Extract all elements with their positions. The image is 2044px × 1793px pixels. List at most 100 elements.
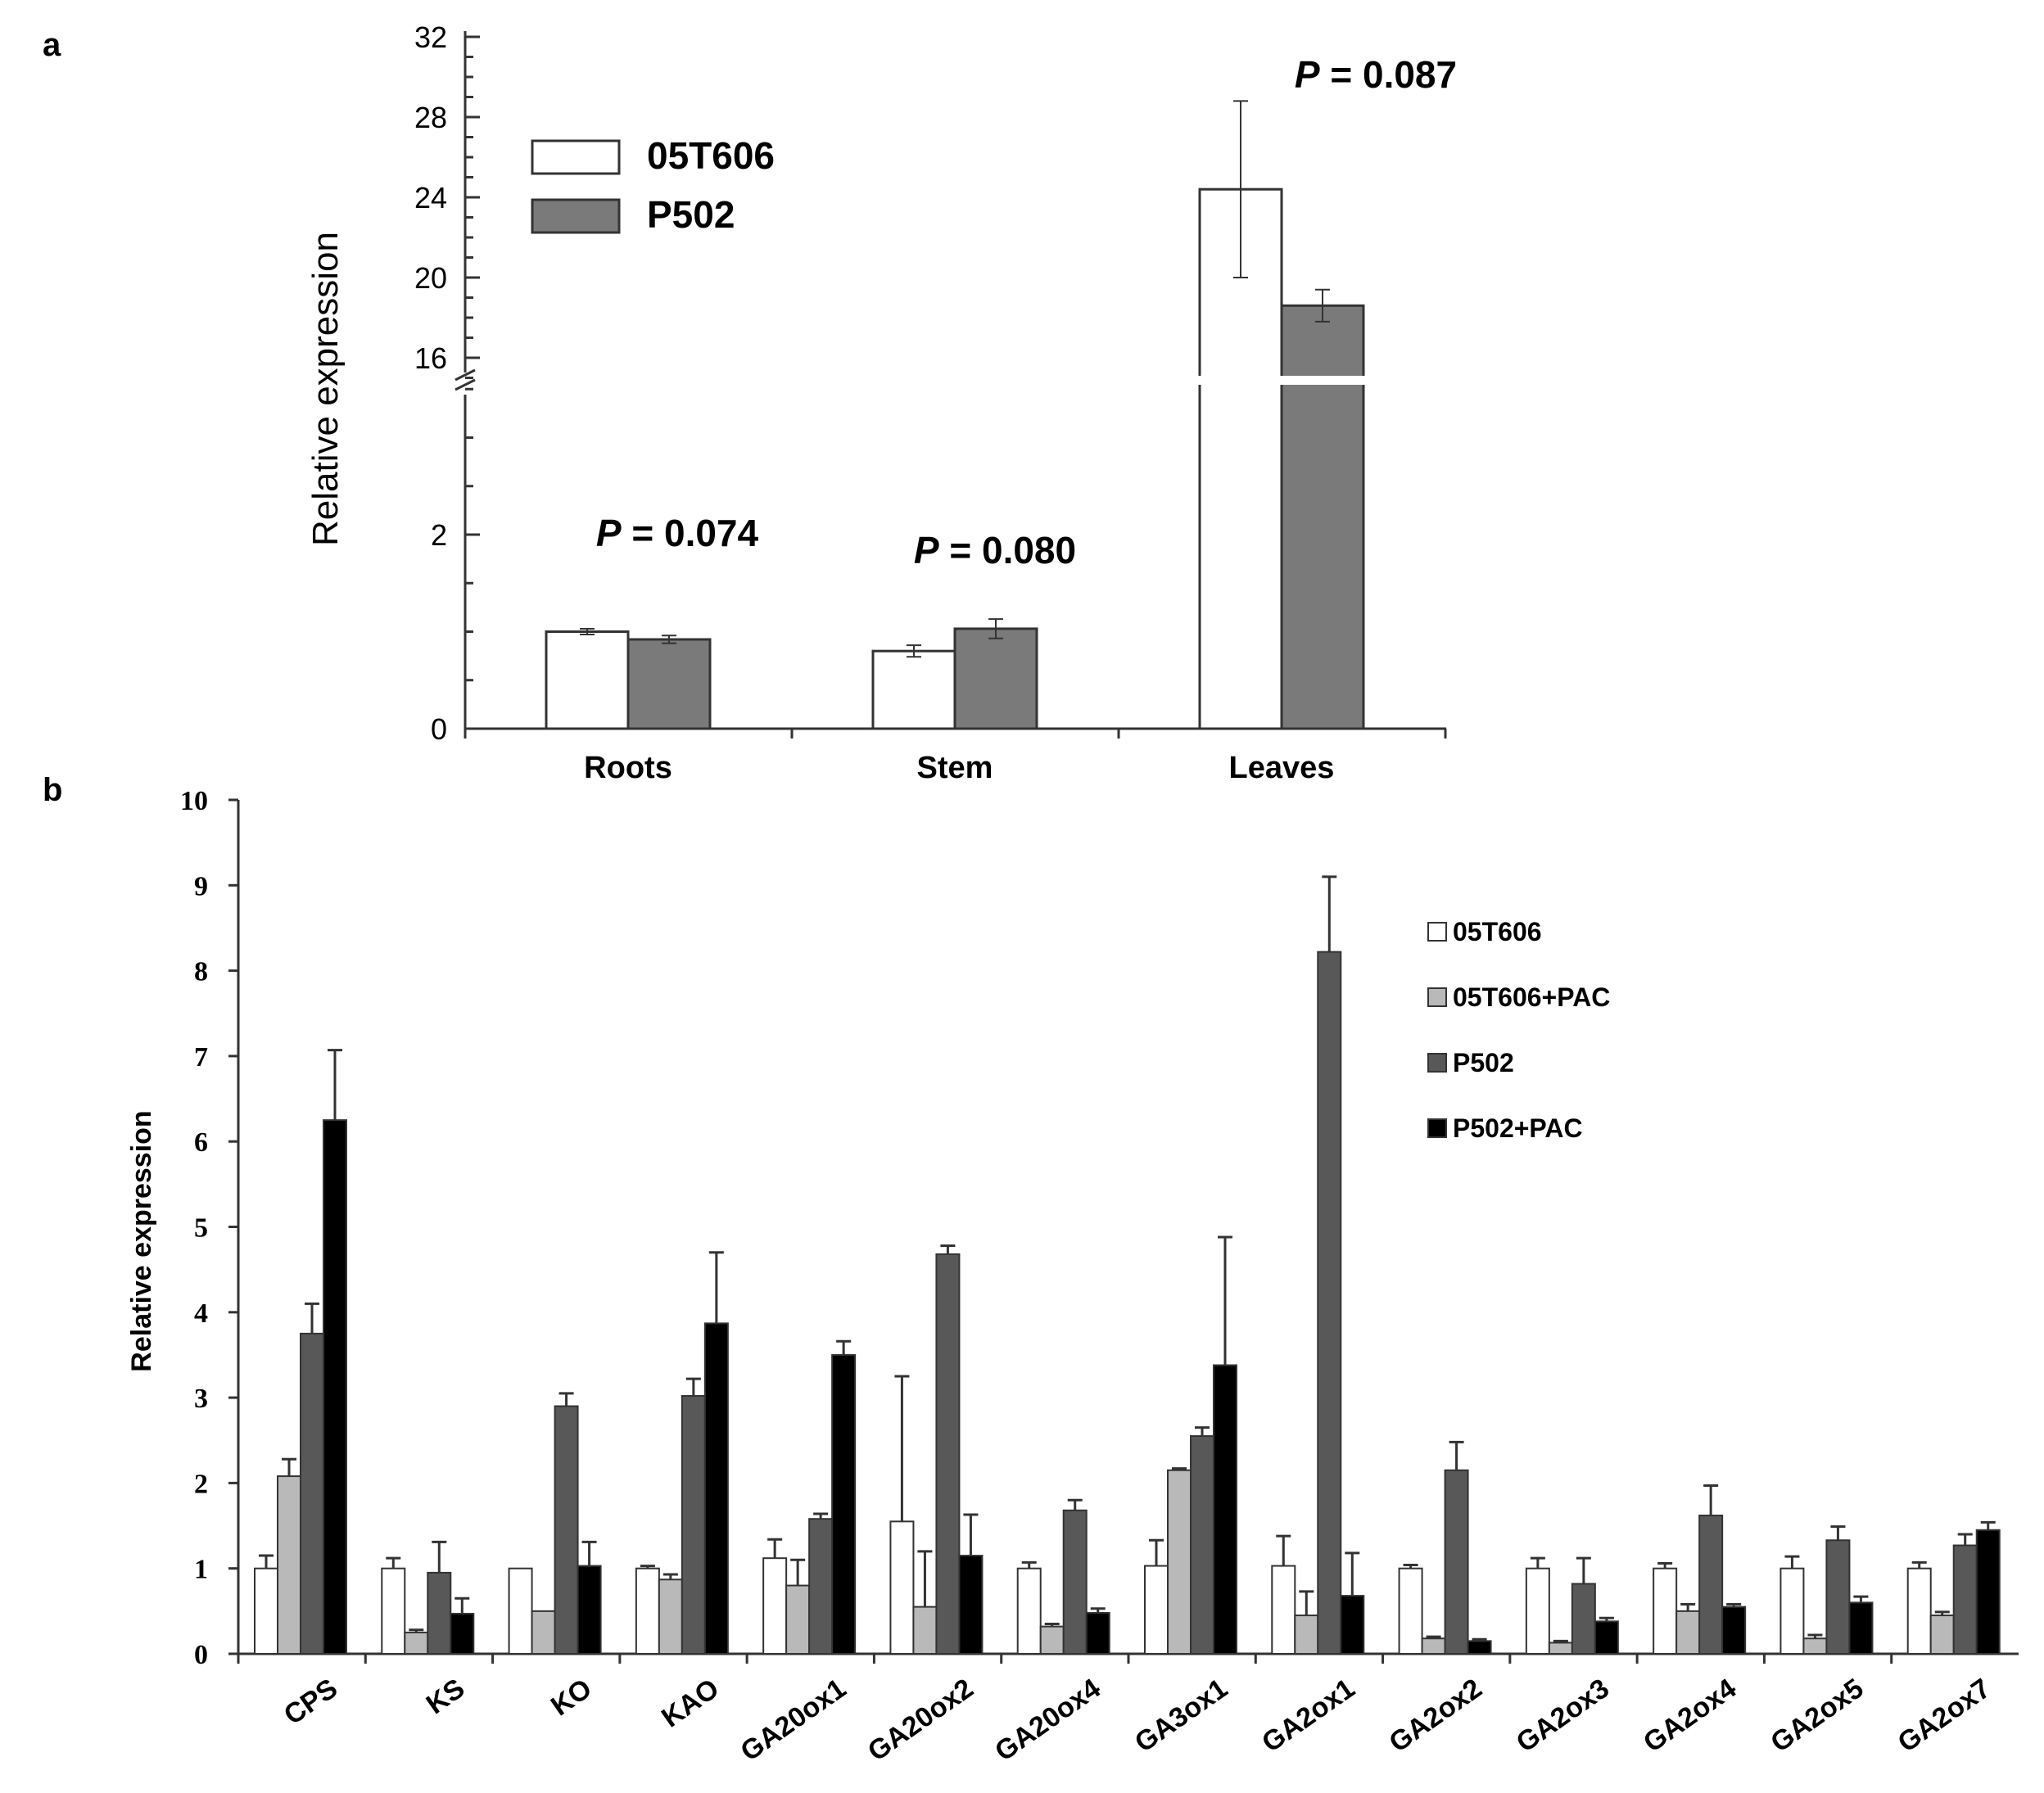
panel-b-bar-05t606-pac xyxy=(531,1610,556,1655)
p-value-italic-p: P xyxy=(914,529,939,571)
panel-b-bar-05t606-pac xyxy=(277,1475,301,1655)
panel-b-bar-05t606 xyxy=(1144,1565,1169,1655)
panel-b-legend-label: 05T606+PAC xyxy=(1453,982,1610,1012)
panel-b-y-axis-label: Relative expression xyxy=(126,1110,157,1371)
panel-b-x-tick-label: GA2ox1 xyxy=(1256,1673,1360,1759)
panel-b-bar-p502 xyxy=(1571,1583,1596,1655)
panel-a-y-tick-label: 16 xyxy=(414,341,447,375)
panel-b-x-tick-label: GA3ox1 xyxy=(1129,1673,1233,1759)
panel-a-y-tick-label: 24 xyxy=(414,181,447,215)
p-value-text: = 0.074 xyxy=(622,512,759,554)
panel-b-bar-p502 xyxy=(1062,1509,1088,1655)
panel-b-bar-05t606-pac xyxy=(1548,1642,1573,1655)
panel-a-y-tick-label: 2 xyxy=(431,518,447,552)
panel-b-bar-05t606 xyxy=(1398,1567,1423,1655)
panel-b-bar-p502 xyxy=(1825,1539,1851,1655)
panel-b-bar-p502-pac xyxy=(958,1555,984,1655)
panel-b-bar-p502 xyxy=(554,1405,579,1655)
panel-b-x-tick-label: KO xyxy=(545,1673,598,1722)
panel-b-label: b xyxy=(43,772,62,808)
panel-b-y-tick-label: 8 xyxy=(194,957,208,987)
panel-a-legend-swatch xyxy=(531,139,621,175)
panel-b-y-tick-label: 5 xyxy=(194,1213,208,1244)
panel-b-bar-05t606-pac xyxy=(658,1578,683,1655)
panel-b-bar-p502-pac xyxy=(1594,1620,1619,1655)
panel-b-legend-label: P502+PAC xyxy=(1453,1113,1583,1143)
panel-b-bar-p502 xyxy=(935,1253,961,1655)
panel-b-bar-05t606 xyxy=(1906,1567,1932,1655)
panel-b-bar-05t606-pac xyxy=(1294,1615,1319,1655)
panel-a-y-axis-label: Relative expression xyxy=(305,232,346,546)
panel-a-p-value-annotation: P = 0.080 xyxy=(914,529,1076,571)
panel-b-x-tick-label: GA2ox3 xyxy=(1511,1673,1615,1759)
panel-b-legend-swatch xyxy=(1427,922,1447,942)
panel-b-x-tick-label: GA2ox4 xyxy=(1638,1673,1742,1759)
panel-a-legend-label: 05T606 xyxy=(647,134,775,177)
panel-b-y-tick-label: 3 xyxy=(194,1384,208,1414)
panel-b-bar-p502-pac xyxy=(450,1612,475,1655)
panel-b-bar-05t606 xyxy=(1016,1567,1042,1655)
panel-b-bar-p502 xyxy=(300,1332,324,1655)
panel-b-x-tick-label: CPS xyxy=(278,1673,343,1731)
panel-b-x-tick-label: GA2ox2 xyxy=(1384,1673,1488,1759)
p-value-italic-p: P xyxy=(1295,53,1320,96)
panel-b-bar-05t606-pac xyxy=(785,1584,811,1655)
p-value-text: = 0.080 xyxy=(939,529,1077,571)
p-value-italic-p: P xyxy=(596,512,622,554)
panel-b-bar-05t606-pac xyxy=(912,1606,938,1655)
panel-b-x-tick-label: KAO xyxy=(656,1673,725,1733)
panel-a-p-value-annotation: P = 0.074 xyxy=(596,512,759,554)
panel-a-bar-05t606 xyxy=(545,630,630,730)
panel-a-legend-label: P502 xyxy=(647,193,735,236)
panel-b-bar-p502 xyxy=(1190,1435,1214,1655)
panel-b-bar-05t606 xyxy=(508,1567,533,1655)
panel-b-bar-05t606 xyxy=(762,1557,788,1655)
panel-b-x-tick-label: KS xyxy=(421,1673,470,1720)
panel-b-bar-p502-pac xyxy=(577,1565,602,1655)
panel-b-bar-05t606 xyxy=(254,1567,278,1655)
panel-a-label: a xyxy=(43,27,61,63)
panel-a-x-tick-label: Leaves xyxy=(1229,751,1335,785)
panel-b-bar-p502 xyxy=(681,1395,706,1655)
panel-a-y-tick-label: 20 xyxy=(414,261,447,295)
panel-b-bar-p502-pac xyxy=(1213,1364,1237,1655)
panel-b-bar-05t606-pac xyxy=(1929,1615,1955,1655)
panel-b-legend-label: P502 xyxy=(1453,1048,1514,1077)
panel-b-bar-05t606 xyxy=(1779,1567,1805,1655)
panel-a-axis-break-mark xyxy=(454,378,476,391)
panel-b-bar-p502-pac xyxy=(1721,1606,1747,1655)
panel-b-bar-p502-pac xyxy=(831,1353,857,1655)
panel-a-x-tick-label: Roots xyxy=(584,751,672,785)
panel-b-bar-p502-pac xyxy=(323,1119,347,1655)
panel-b-bar-p502-pac xyxy=(1085,1611,1110,1655)
panel-b-y-tick-label: 2 xyxy=(194,1469,208,1499)
panel-b-x-tick-label: GA20ox1 xyxy=(735,1673,852,1768)
panel-b-bar-p502-pac xyxy=(1467,1640,1492,1655)
panel-b-y-tick-label: 7 xyxy=(194,1042,208,1073)
panel-b-y-tick-label: 10 xyxy=(180,786,208,816)
panel-b-bar-05t606-pac xyxy=(1802,1637,1828,1655)
panel-b-legend-label: 05T606 xyxy=(1453,917,1542,946)
panel-b-y-tick-label: 6 xyxy=(194,1127,208,1158)
panel-b-bar-p502 xyxy=(808,1518,834,1655)
panel-b-bar-p502-pac xyxy=(1975,1529,2001,1655)
panel-a-y-tick-label: 0 xyxy=(431,712,447,746)
panel-b-bar-p502-pac xyxy=(1848,1601,1874,1655)
panel-b-x-tick-label: GA2ox7 xyxy=(1893,1673,1997,1759)
panel-b-y-tick-label: 9 xyxy=(194,871,208,901)
panel-b-x-tick-label: GA20ox2 xyxy=(862,1673,979,1768)
panel-b-y-tick-label: 1 xyxy=(194,1555,208,1585)
panel-b-bar-p502 xyxy=(1317,951,1342,1655)
panel-b-bar-05t606-pac xyxy=(1421,1637,1446,1655)
panel-b-bar-05t606 xyxy=(1525,1567,1550,1655)
p-value-text: = 0.087 xyxy=(1320,53,1458,96)
panel-b-bar-p502 xyxy=(427,1571,452,1655)
panel-b-bar-05t606-pac xyxy=(1039,1625,1065,1655)
panel-b-bar-05t606-pac xyxy=(1675,1610,1701,1655)
panel-b-bar-p502 xyxy=(1952,1544,1978,1655)
panel-b-bar-05t606-pac xyxy=(1167,1469,1192,1655)
panel-b-bar-p502 xyxy=(1698,1515,1724,1655)
panel-b-y-tick-label: 4 xyxy=(194,1298,208,1329)
panel-b-chart: 0 1 2 3 4 5 6 7 8 9 10 Relative expression CPS KS KO KA… xyxy=(126,786,2019,1768)
